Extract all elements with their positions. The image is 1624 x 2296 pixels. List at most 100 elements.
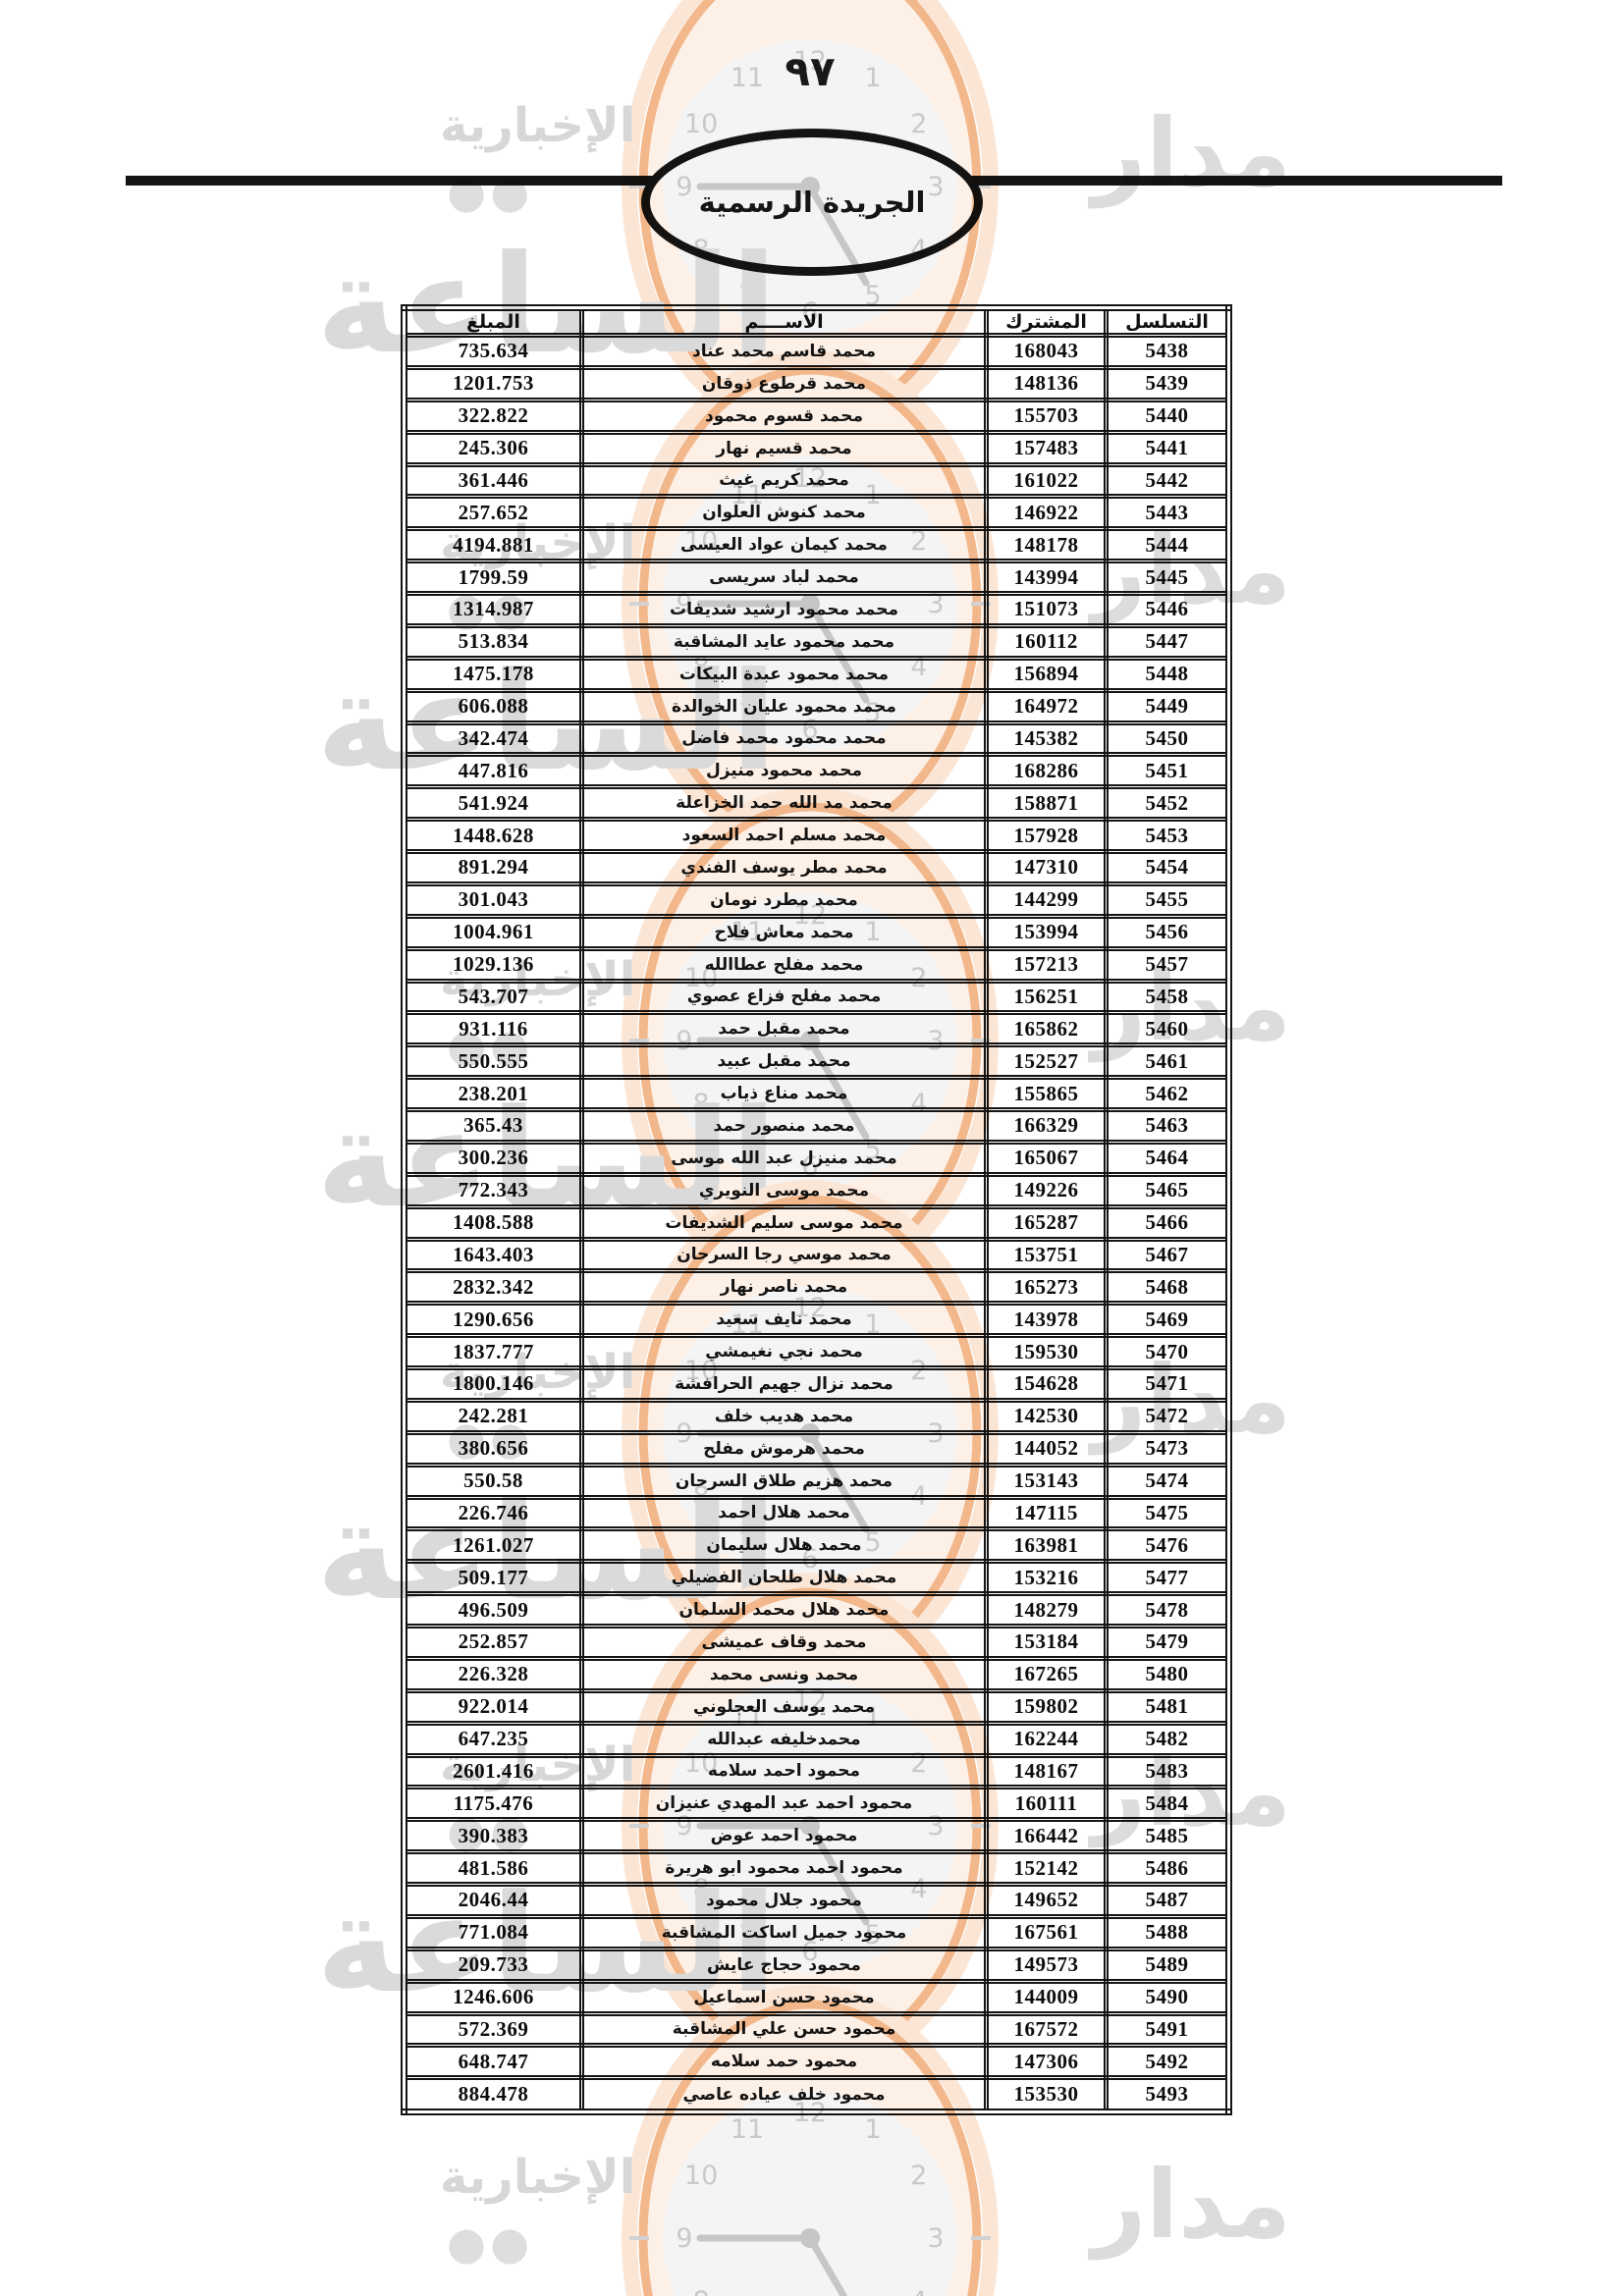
subscriber-cell: 145382 <box>984 720 1109 758</box>
table-row: 5490 144009 محمود حسن اسماعيل 1246.606 <box>402 1978 1231 2016</box>
subscriber-cell: 160111 <box>984 1785 1109 1823</box>
table-row: 5489 149573 محمود حجاج عايش 209.733 <box>402 1946 1231 1984</box>
serial-cell: 5455 <box>1104 881 1231 919</box>
serial-cell: 5454 <box>1104 849 1231 886</box>
subscriber-cell: 155865 <box>984 1075 1109 1112</box>
svg-text:3: 3 <box>927 2223 944 2254</box>
amount-cell: 891.294 <box>402 849 584 886</box>
amount-cell: 226.328 <box>402 1655 584 1693</box>
subscriber-cell: 153530 <box>984 2075 1109 2114</box>
table-row: 5480 167265 محمد ونسى محمد 226.328 <box>402 1655 1231 1693</box>
name-cell: محمود احمد محمود ابو هريرة <box>579 1849 989 1887</box>
serial-cell: 5438 <box>1104 333 1231 370</box>
table-row: 5479 153184 محمد وقاف عميشى 252.857 <box>402 1624 1231 1661</box>
subscriber-cell: 159802 <box>984 1687 1109 1726</box>
amount-cell: 481.586 <box>402 1849 584 1887</box>
table-row: 5466 165287 محمد موسى سليم الشديفات 1408… <box>402 1203 1231 1242</box>
subscriber-cell: 165287 <box>984 1203 1109 1242</box>
watermark-brand: مدار <box>1092 98 1292 208</box>
name-cell: محمد كيمان عواد العيسى <box>579 526 989 564</box>
name-cell: محمد لباد سريسى <box>579 559 989 596</box>
serial-cell: 5469 <box>1104 1301 1231 1339</box>
amount-cell: 513.834 <box>402 622 584 661</box>
svg-text:1: 1 <box>864 2114 881 2145</box>
name-cell: محمد قاسم محمد عناد <box>579 333 989 370</box>
subscriber-cell: 142530 <box>984 1397 1109 1435</box>
serial-cell: 5475 <box>1104 1494 1231 1532</box>
name-cell: محمد محمود عبدة البيكات <box>579 655 989 693</box>
amount-cell: 1799.59 <box>402 559 584 596</box>
name-cell: محمد مفلح فزاع عصوي <box>579 978 989 1016</box>
subscriber-cell: 148167 <box>984 1752 1109 1790</box>
table-row: 5454 147310 محمد مطر يوسف الفندي 891.294 <box>402 849 1231 886</box>
serial-cell: 5473 <box>1104 1429 1231 1468</box>
serial-cell: 5472 <box>1104 1397 1231 1435</box>
table-body: 5438 168043 محمد قاسم محمد عناد 735.634 … <box>402 333 1231 2114</box>
table-row: 5473 144052 محمد هرموش مفلح 380.656 <box>402 1429 1231 1468</box>
subscriber-cell: 147306 <box>984 2043 1109 2081</box>
serial-cell: 5492 <box>1104 2043 1231 2081</box>
name-cell: محمد منصور حمد <box>579 1107 989 1145</box>
serial-cell: 5480 <box>1104 1655 1231 1693</box>
table-row: 5476 163981 محمد هلال سليمان 1261.027 <box>402 1526 1231 1565</box>
serial-cell: 5489 <box>1104 1946 1231 1984</box>
table-row: 5470 159530 محمد نجي نغيمشي 1837.777 <box>402 1333 1231 1370</box>
table-row: 5441 157483 محمد قسيم نهار 245.306 <box>402 429 1231 467</box>
serial-header: التسلسل <box>1104 305 1231 338</box>
table-row: 5457 157213 محمد مفلح عطاالله 1029.136 <box>402 945 1231 984</box>
subscriber-cell: 163981 <box>984 1526 1109 1565</box>
svg-text:10: 10 <box>684 2161 718 2191</box>
subscriber-cell: 165273 <box>984 1268 1109 1307</box>
table-row: 5453 157928 محمد مسلم احمد السعود 1448.6… <box>402 817 1231 854</box>
amount-cell: 301.043 <box>402 881 584 919</box>
table-row: 5477 153216 محمد هلال طلحان الفضيلي 509.… <box>402 1559 1231 1597</box>
svg-text:2: 2 <box>910 2161 927 2191</box>
amount-cell: 884.478 <box>402 2075 584 2114</box>
subscriber-cell: 147115 <box>984 1494 1109 1532</box>
table-row: 5443 146922 محمد كنوش العلوان 257.652 <box>402 494 1231 532</box>
serial-cell: 5471 <box>1104 1365 1231 1403</box>
subscriber-cell: 152142 <box>984 1849 1109 1887</box>
serial-cell: 5470 <box>1104 1333 1231 1370</box>
name-cell: محمود جلال محمود <box>579 1882 989 1919</box>
amount-cell: 1475.178 <box>402 655 584 693</box>
subscriber-cell: 154628 <box>984 1365 1109 1403</box>
amount-cell: 1314.987 <box>402 591 584 628</box>
svg-text:4: 4 <box>910 2286 927 2296</box>
serial-cell: 5457 <box>1104 945 1231 984</box>
amount-cell: 1643.403 <box>402 1236 584 1274</box>
amount-cell: 209.733 <box>402 1946 584 1984</box>
amount-cell: 2832.342 <box>402 1268 584 1307</box>
table-row: 5452 158871 محمد مد الله حمد الخزاعلة 54… <box>402 784 1231 823</box>
subscriber-cell: 144009 <box>984 1978 1109 2016</box>
amount-cell: 380.656 <box>402 1429 584 1468</box>
name-cell: محمد مقبل حمد <box>579 1010 989 1048</box>
subscriber-cell: 152527 <box>984 1042 1109 1081</box>
table-header: التسلسل المشترك الاســــم المبلغ <box>402 305 1231 338</box>
amount-cell: 242.281 <box>402 1397 584 1435</box>
serial-cell: 5443 <box>1104 494 1231 532</box>
amount-cell: 245.306 <box>402 429 584 467</box>
table-row: 5488 167561 محمود جميل اساكت المشاقبة 77… <box>402 1913 1231 1951</box>
table-row: 5460 165862 محمد مقبل حمد 931.116 <box>402 1010 1231 1048</box>
amount-cell: 2601.416 <box>402 1752 584 1790</box>
serial-cell: 5463 <box>1104 1107 1231 1145</box>
serial-cell: 5445 <box>1104 559 1231 596</box>
subscriber-cell: 167561 <box>984 1913 1109 1951</box>
table-row: 5468 165273 محمد ناصر نهار 2832.342 <box>402 1268 1231 1307</box>
table-row: 5451 168286 محمد محمود منيزل 447.816 <box>402 752 1231 790</box>
amount-cell: 322.822 <box>402 397 584 435</box>
amount-cell: 735.634 <box>402 333 584 370</box>
subscriber-header: المشترك <box>984 305 1109 338</box>
subscriber-cell: 143978 <box>984 1301 1109 1339</box>
amount-cell: 390.383 <box>402 1817 584 1855</box>
table-row: 5493 153530 محمود خلف عياده عاصي 884.478 <box>402 2075 1231 2114</box>
watermark-dots: ●● <box>447 165 534 218</box>
name-cell: محمد قسوم محمود <box>579 397 989 435</box>
serial-cell: 5450 <box>1104 720 1231 758</box>
subscriber-cell: 155703 <box>984 397 1109 435</box>
table-row: 5492 147306 محمود حمد سلامه 648.747 <box>402 2043 1231 2081</box>
table-row: 5439 148136 محمد قرطوع ذوقان 1201.753 <box>402 364 1231 402</box>
amount-cell: 541.924 <box>402 784 584 823</box>
amount-cell: 922.014 <box>402 1687 584 1726</box>
